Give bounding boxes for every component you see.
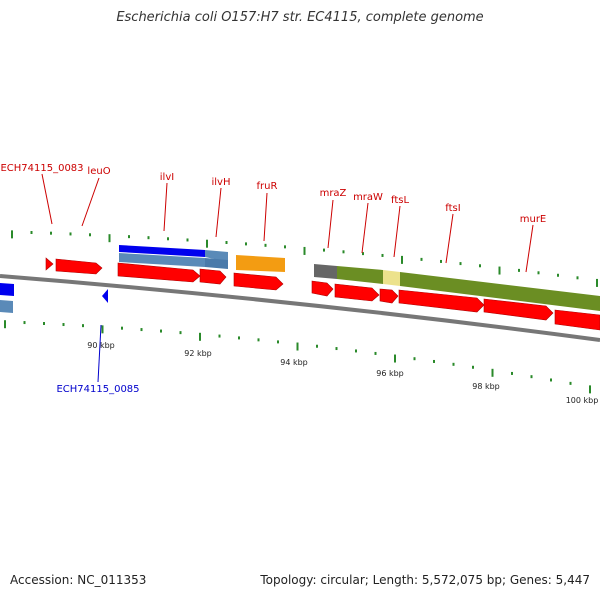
topology-text: Topology: circular; Length: 5,572,075 bp…	[260, 573, 590, 587]
gene-leader-line	[445, 213, 454, 264]
map-title: Escherichia coli O157:H7 str. EC4115, co…	[116, 10, 484, 25]
gene-label-ilvH[interactable]: ilvH	[212, 177, 231, 188]
cds-arrow-0083[interactable]	[45, 257, 54, 271]
cds-arrow-murF[interactable]	[554, 309, 600, 331]
feature-blue-left[interactable]	[0, 283, 14, 296]
feature-steel-ilvH-lower[interactable]	[205, 258, 228, 269]
cds-arrow-mraZ[interactable]	[311, 280, 334, 297]
scale-labels: 90 kbp 92 kbp 94 kbp 96 kbp 98 kbp 100 kbp	[87, 341, 598, 405]
cds-arrow-mraW[interactable]	[334, 283, 380, 302]
gene-label-leuO[interactable]: leuO	[87, 166, 110, 177]
feature-blue-ilvI[interactable]	[119, 245, 205, 257]
gene-label-ftsL[interactable]: ftsL	[391, 195, 409, 206]
gene-leader-line	[361, 202, 369, 254]
feature-green-operon-a[interactable]	[337, 266, 383, 284]
gene-label-mraW[interactable]: mraW	[353, 192, 383, 203]
gene-leader-line	[263, 192, 268, 242]
gene-label-leaders	[41, 173, 534, 383]
gene-label-ECH74115_0083[interactable]: ECH74115_0083	[0, 163, 83, 174]
feature-orange-fruR[interactable]	[236, 255, 285, 272]
scale-label: 100 kbp	[566, 396, 599, 405]
gene-label-ftsI[interactable]: ftsI	[445, 203, 460, 214]
cds-arrow-ilvH[interactable]	[199, 268, 227, 285]
gene-leader-line	[393, 205, 401, 258]
scale-label: 96 kbp	[376, 369, 404, 378]
scale-label: 92 kbp	[184, 349, 212, 358]
feature-steel-ilvI[interactable]	[119, 253, 205, 267]
gene-label-ilvI[interactable]: ilvI	[160, 172, 174, 183]
gene-label-mraZ[interactable]: mraZ	[320, 188, 347, 199]
scale-label: 98 kbp	[472, 382, 500, 391]
lower-scale-ticks	[4, 320, 591, 394]
gene-label-fruR[interactable]: fruR	[257, 181, 278, 192]
map-footer: Accession: NC_011353 Topology: circular;…	[0, 573, 600, 593]
feature-yellow-ftsL[interactable]	[383, 270, 400, 286]
cds-arrow-murE[interactable]	[483, 298, 554, 321]
feature-steel-left[interactable]	[0, 300, 13, 313]
gene-leader-line	[97, 324, 102, 383]
scale-label: 90 kbp	[87, 341, 115, 350]
gene-label-ECH74115_0085[interactable]: ECH74115_0085	[56, 384, 139, 395]
gene-label-murE[interactable]: murE	[520, 214, 547, 225]
forward-cds-track	[45, 257, 600, 331]
feature-green-operon-b[interactable]	[400, 272, 600, 311]
gene-leader-line	[327, 199, 334, 249]
upper-scale-ticks	[11, 230, 598, 287]
gene-leader-line	[215, 187, 222, 238]
feature-grey-mraZ[interactable]	[314, 264, 337, 279]
accession-text: Accession: NC_011353	[10, 573, 147, 587]
cds-arrow-ftsI[interactable]	[398, 289, 485, 313]
cds-arrow-leuO[interactable]	[55, 258, 103, 275]
gene-leader-line	[41, 173, 53, 225]
cds-arrow-fruR[interactable]	[233, 272, 284, 291]
cds-arrow-0085[interactable]	[102, 289, 108, 303]
gene-leader-line	[163, 182, 168, 232]
feature-steel-ilvH[interactable]	[205, 250, 228, 262]
scale-label: 94 kbp	[280, 358, 308, 367]
cds-arrow-ilvI[interactable]	[117, 262, 201, 283]
gene-leader-line	[525, 224, 534, 273]
gene-labels: ECH74115_0083 leuO ilvI ilvH fruR mraZ mraW fts…	[0, 163, 546, 395]
genome-backbone	[0, 274, 600, 342]
gene-leader-line	[81, 177, 100, 227]
cds-arrow-ftsL[interactable]	[379, 288, 399, 304]
